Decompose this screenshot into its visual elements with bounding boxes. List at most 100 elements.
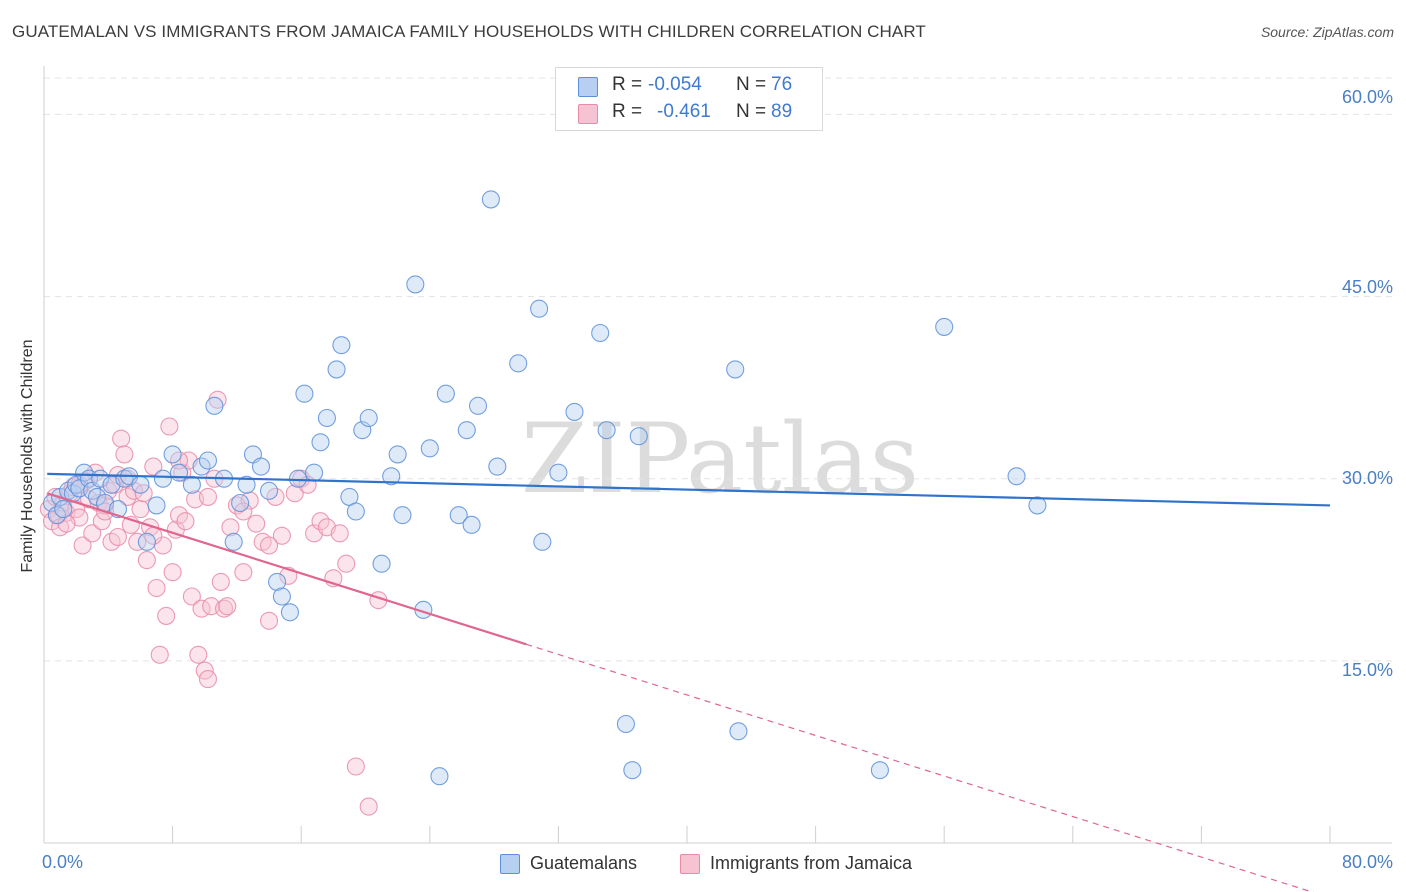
data-point [160, 417, 179, 436]
data-point [481, 190, 500, 209]
data-point [346, 502, 365, 521]
data-point [565, 402, 584, 421]
data-point [509, 354, 528, 373]
legend-r-value: -0.461 [657, 101, 711, 122]
axes [43, 66, 1392, 844]
data-point [549, 463, 568, 482]
data-point [163, 445, 182, 464]
data-point [616, 714, 635, 734]
data-point [393, 506, 412, 525]
legend-n-value: 89 [771, 101, 793, 122]
legend-swatch-pink [578, 104, 598, 124]
trend-lines [46, 472, 1331, 892]
legend-n-label: N = [736, 101, 767, 122]
data-point [327, 360, 346, 379]
data-point [137, 551, 156, 570]
data-point [218, 597, 237, 616]
data-point [163, 563, 182, 582]
data-point [629, 427, 648, 446]
data-point [288, 469, 308, 488]
data-point [332, 336, 351, 355]
data-point [457, 421, 476, 440]
data-point [198, 487, 218, 506]
data-point [150, 645, 169, 664]
data-point [147, 496, 166, 515]
data-point [108, 527, 127, 547]
data-point [211, 572, 230, 591]
data-point [268, 572, 287, 591]
data-point [280, 603, 299, 622]
data-point [157, 606, 176, 625]
data-point [388, 445, 407, 464]
data-point [295, 384, 314, 403]
data-point [221, 518, 240, 537]
data-point [259, 611, 279, 630]
data-point [272, 587, 291, 606]
data-point [153, 469, 173, 488]
data-point [131, 500, 150, 519]
data-point [73, 536, 92, 555]
y-axis-label: Family Households with Children [19, 339, 36, 573]
source-credit: Source: ZipAtlas.com [1260, 24, 1394, 40]
y-tick-label: 60.0% [1341, 87, 1393, 107]
legend-swatch-blue [578, 77, 598, 97]
data-point [311, 433, 330, 452]
y-tick-label: 30.0% [1341, 468, 1393, 488]
data-point [533, 532, 552, 551]
y-tick-label: 15.0% [1341, 660, 1393, 680]
data-point [488, 457, 507, 476]
data-point [420, 439, 439, 458]
data-point [144, 457, 163, 476]
data-point [468, 396, 488, 415]
data-point [92, 512, 111, 531]
data-point [406, 275, 425, 294]
legend-series-label: Guatemalans [530, 853, 638, 873]
data-point [359, 408, 378, 428]
legend-series-label: Immigrants from Jamaica [710, 853, 913, 873]
legend-n-label: N = [736, 74, 767, 95]
data-point [169, 463, 189, 482]
data-point [247, 514, 266, 533]
data-point [382, 467, 401, 486]
legend-r-value: -0.054 [648, 74, 702, 95]
legend-r-label: R = [612, 101, 643, 122]
legend-swatch-blue [500, 854, 520, 874]
data-point [449, 506, 468, 525]
trend-line [46, 492, 527, 646]
data-point [189, 645, 208, 664]
data-point [115, 469, 134, 488]
data-point [75, 463, 94, 482]
data-point [597, 421, 616, 440]
data-point [176, 512, 195, 531]
data-point [182, 587, 201, 606]
data-point [83, 524, 102, 543]
data-point [251, 457, 271, 476]
data-point [259, 481, 279, 500]
legend-swatch-pink [680, 854, 700, 874]
data-point [623, 761, 642, 780]
data-point [54, 500, 73, 519]
data-point [935, 317, 954, 336]
data-point [870, 761, 889, 780]
data-point [372, 554, 391, 573]
y-tick-label: 45.0% [1341, 277, 1393, 297]
correlation-legend: R = -0.054 N = 76 R = -0.461 N = 89 [555, 67, 823, 131]
trend-line-extension [526, 643, 1315, 892]
chart-title: GUATEMALAN VS IMMIGRANTS FROM JAMAICA FA… [12, 22, 926, 41]
data-point [1007, 467, 1026, 486]
data-point [224, 532, 243, 551]
data-point [305, 463, 324, 482]
data-point [346, 757, 365, 776]
data-point [112, 429, 131, 448]
data-point [530, 299, 549, 318]
data-point [272, 526, 291, 545]
data-point [182, 475, 201, 494]
data-point [259, 536, 279, 555]
data-point [359, 797, 378, 816]
data-point [1028, 496, 1047, 515]
x-tick-label: 80.0% [1341, 852, 1393, 872]
data-point [137, 532, 156, 551]
data-point [147, 578, 166, 598]
data-point [726, 360, 745, 379]
